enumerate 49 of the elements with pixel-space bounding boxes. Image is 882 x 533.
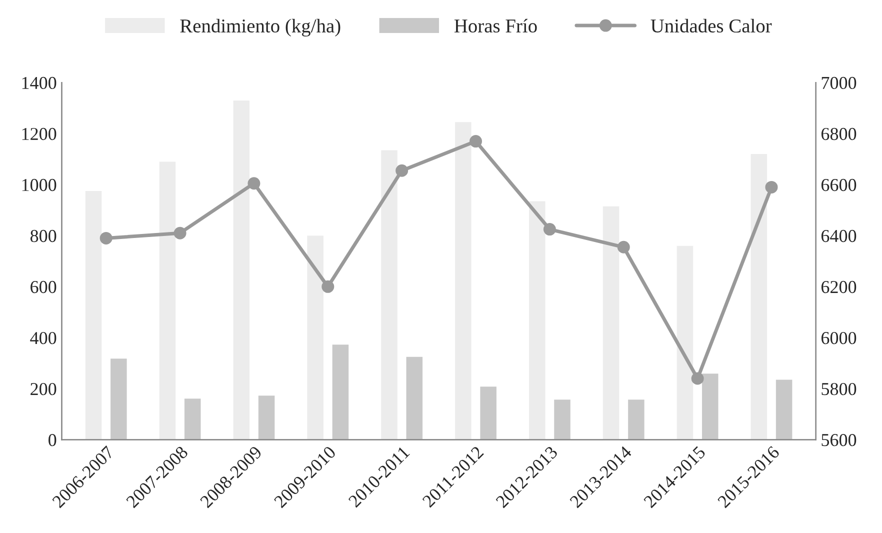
bar <box>307 236 324 440</box>
bar <box>776 380 792 440</box>
point <box>322 280 334 293</box>
y2-tick-label: 5600 <box>822 434 856 446</box>
point <box>100 232 112 244</box>
y-tick-label: 1000 <box>22 178 56 192</box>
bar <box>184 398 201 440</box>
bar <box>480 386 496 440</box>
bar <box>554 400 570 440</box>
bar <box>159 162 176 440</box>
y2-tick-label: 6600 <box>821 178 856 192</box>
point <box>248 177 260 190</box>
bar <box>455 122 472 440</box>
bar <box>628 400 644 440</box>
bar <box>406 356 423 440</box>
legend-label: Rendimiento (kg/ha) <box>180 18 340 37</box>
y-tick-label: 800 <box>30 230 56 242</box>
bar <box>233 100 250 440</box>
bar <box>258 396 275 440</box>
y2-tick-label: 6800 <box>821 128 856 140</box>
y2-tick-label: 7000 <box>822 76 856 90</box>
bar <box>332 344 349 440</box>
point <box>617 240 630 254</box>
point <box>691 372 704 385</box>
point <box>174 226 186 240</box>
y2-tick-label: 6400 <box>821 230 856 242</box>
y-tick-label: 200 <box>30 382 56 396</box>
y2-tick-label: 5800 <box>822 382 856 396</box>
bar <box>602 206 620 440</box>
bar <box>381 150 398 440</box>
y-tick-label: 400 <box>30 332 56 344</box>
bar <box>110 358 127 440</box>
bar <box>676 246 694 440</box>
legend-label: Horas Frío <box>454 18 537 33</box>
point <box>543 223 556 236</box>
bar <box>528 201 546 440</box>
legend-label: Unidades Calor <box>650 18 772 33</box>
y2-tick-label: 6200 <box>821 280 856 294</box>
point <box>765 180 778 194</box>
y2-tick-label: 6000 <box>821 332 856 344</box>
bar <box>702 374 718 440</box>
y-tick-label: 0 <box>48 434 56 446</box>
bar <box>85 191 102 440</box>
y-tick-label: 1200 <box>22 128 56 140</box>
point <box>470 135 482 148</box>
bar <box>750 154 768 440</box>
y-tick-label: 1400 <box>22 76 56 90</box>
y-tick-label: 600 <box>30 280 56 294</box>
point <box>396 164 408 177</box>
